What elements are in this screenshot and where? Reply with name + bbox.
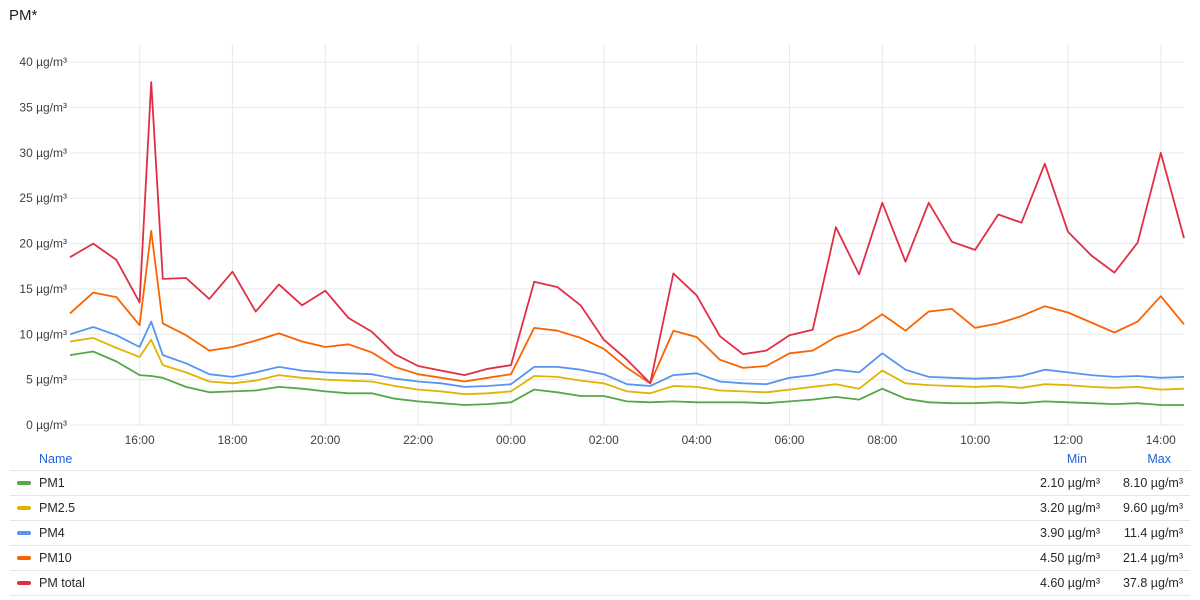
x-tick-label: 16:00 <box>125 433 155 445</box>
y-tick-label: 35 µg/m³ <box>19 101 67 115</box>
x-tick-label: 20:00 <box>310 433 340 445</box>
pm-line-chart: 0 µg/m³ 5 µg/m³ 10 µg/m³ 15 µg/m³ 20 µg/m³ 25… <box>19 44 1185 445</box>
legend-max-value: 11.4 µg/m³ <box>1123 526 1183 540</box>
legend-min-value: 4.60 µg/m³ <box>1039 576 1100 590</box>
x-tick-label: 00:00 <box>496 433 526 445</box>
legend-min-value: 2.10 µg/m³ <box>1039 476 1100 490</box>
legend-swatch <box>17 506 31 510</box>
legend-min-value: 4.50 µg/m³ <box>1039 551 1100 565</box>
legend-series-name: PM4 <box>39 526 65 540</box>
series-line-pm2-5 <box>69 336 1185 396</box>
series-line-pm-total <box>69 81 1185 385</box>
x-tick-label: 12:00 <box>1053 433 1083 445</box>
legend-header: Name Min Max <box>10 448 1190 471</box>
legend-row-pm1[interactable]: PM1 2.10 µg/m³ 8.10 µg/m³ <box>10 471 1190 496</box>
y-tick-label: 5 µg/m³ <box>26 373 67 387</box>
legend-header-max[interactable]: Max <box>1147 452 1171 466</box>
x-tick-label: 02:00 <box>589 433 619 445</box>
x-tick-label: 08:00 <box>867 433 897 445</box>
legend-max-value: 8.10 µg/m³ <box>1122 476 1183 490</box>
x-axis: 16:00 18:00 20:00 22:00 00:00 02:00 04:00 06:00… <box>125 433 1177 445</box>
legend-swatch <box>17 581 31 585</box>
x-tick-label: 10:00 <box>960 433 990 445</box>
legend-row-pm10[interactable]: PM10 4.50 µg/m³ 21.4 µg/m³ <box>10 546 1190 571</box>
x-tick-label: 22:00 <box>403 433 433 445</box>
x-tick-label: 18:00 <box>217 433 247 445</box>
legend-swatch <box>17 556 31 560</box>
legend-series-name: PM10 <box>39 551 72 565</box>
legend-series-name: PM2.5 <box>39 501 76 515</box>
legend-series-name: PM total <box>39 576 85 590</box>
y-tick-label: 15 µg/m³ <box>19 282 67 296</box>
legend-min-value: 3.20 µg/m³ <box>1039 501 1100 515</box>
series-line-pm4 <box>69 320 1185 388</box>
x-tick-label: 04:00 <box>682 433 712 445</box>
legend-header-min[interactable]: Min <box>1066 452 1087 466</box>
y-tick-label: 20 µg/m³ <box>19 237 67 251</box>
legend-header-name[interactable]: Name <box>39 452 73 466</box>
series-line-pm1 <box>69 350 1184 406</box>
legend-swatch <box>17 531 31 535</box>
chart-series <box>69 81 1185 406</box>
y-tick-label: 25 µg/m³ <box>19 191 67 205</box>
legend-max-value: 21.4 µg/m³ <box>1122 551 1183 565</box>
series-line-pm10 <box>69 229 1185 385</box>
legend-row-pm2-5[interactable]: PM2.5 3.20 µg/m³ 9.60 µg/m³ <box>10 496 1190 521</box>
legend-max-value: 9.60 µg/m³ <box>1122 501 1183 515</box>
legend-series-name: PM1 <box>39 476 65 490</box>
y-tick-label: 0 µg/m³ <box>26 418 67 432</box>
legend-max-value: 37.8 µg/m³ <box>1122 576 1183 590</box>
y-tick-label: 30 µg/m³ <box>19 146 67 160</box>
x-tick-label: 14:00 <box>1146 433 1176 445</box>
legend-row-pm-total[interactable]: PM total 4.60 µg/m³ 37.8 µg/m³ <box>10 571 1190 596</box>
y-tick-label: 10 µg/m³ <box>19 327 67 341</box>
chart-grid <box>70 44 1184 426</box>
y-tick-label: 40 µg/m³ <box>19 55 67 69</box>
chart-legend: Name Min Max PM1 2.10 µg/m³ 8.10 µg/m³ P… <box>10 448 1190 596</box>
y-axis: 0 µg/m³ 5 µg/m³ 10 µg/m³ 15 µg/m³ 20 µg/m³ 25… <box>19 55 67 432</box>
legend-row-pm4[interactable]: PM4 3.90 µg/m³ 11.4 µg/m³ <box>10 521 1190 546</box>
x-tick-label: 06:00 <box>774 433 804 445</box>
panel-title: PM* <box>9 7 38 24</box>
legend-min-value: 3.90 µg/m³ <box>1039 526 1100 540</box>
legend-swatch <box>17 481 31 485</box>
